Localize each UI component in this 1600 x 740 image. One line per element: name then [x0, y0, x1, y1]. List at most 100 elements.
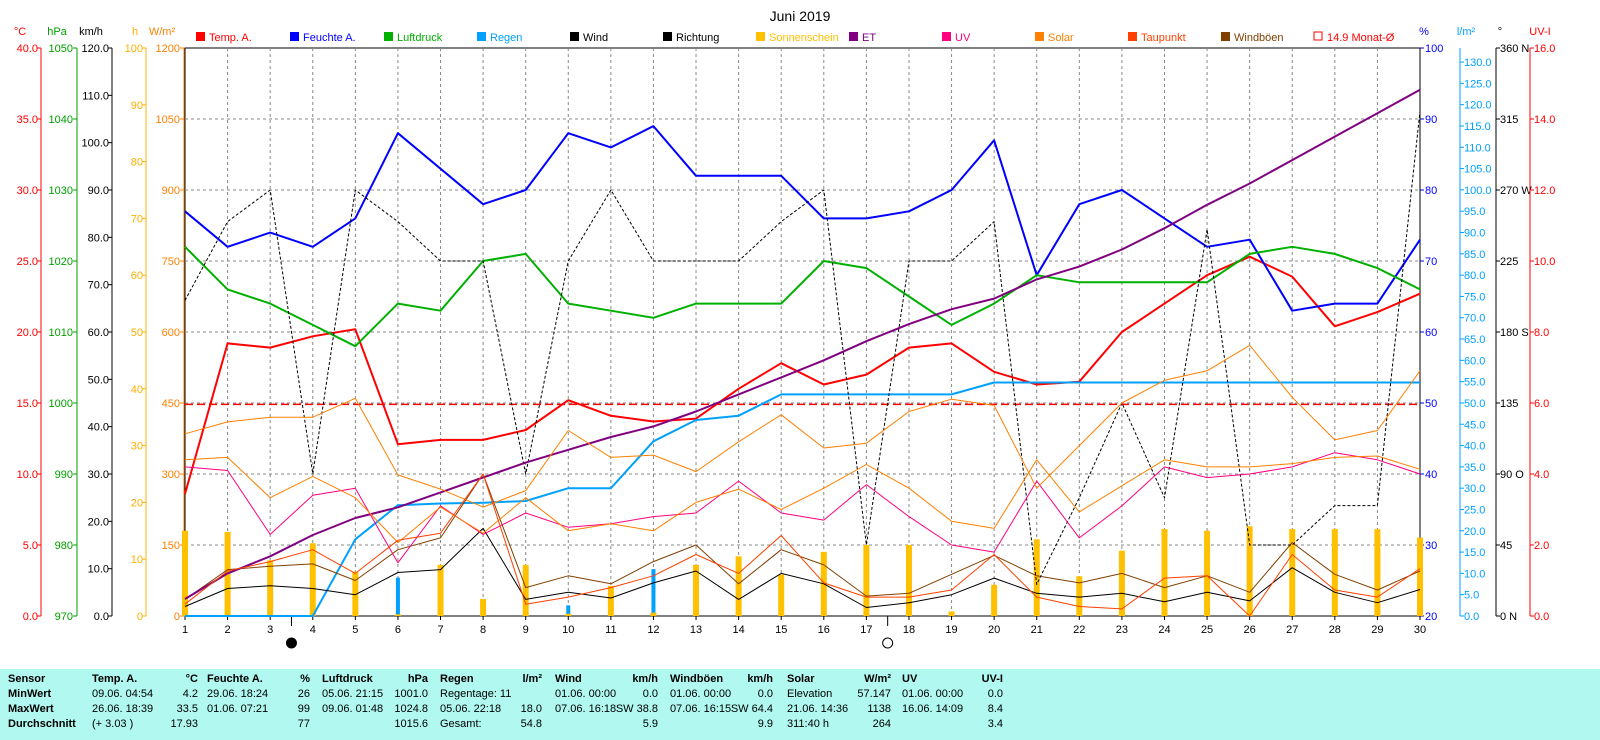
x-tick-label: 17 — [860, 624, 872, 636]
rain-axis-tick-label: 75.0 — [1464, 291, 1485, 303]
stat-value: 77 — [297, 718, 310, 730]
rain-axis-tick-label: 55.0 — [1464, 377, 1485, 389]
rain-day-bar — [566, 605, 571, 616]
uv-axis-unit: UV-I — [1529, 26, 1550, 38]
temp-axis-tick-label: 5.0 — [23, 540, 38, 552]
sunshine-bar — [1161, 529, 1168, 616]
stat-group: Temp. A. °C 09.06. 04:54 4.2 26.06. 18:39 33.… — [92, 673, 198, 737]
sun-axis-tick-label: 90 — [131, 100, 143, 112]
moon-full-icon — [882, 637, 894, 649]
stat-value: 1138 — [867, 703, 891, 715]
stat-detail: 09.06. 01:48 — [322, 703, 384, 715]
sunshine-bar — [905, 545, 912, 616]
stat-detail: Gesamt: — [440, 718, 482, 730]
legend-swatch — [290, 32, 299, 41]
legend-label: Sonnenschein — [769, 32, 839, 44]
stat-value: 0.0 — [642, 688, 658, 700]
stat-group-unit: W/m² — [864, 673, 891, 685]
wind-axis-tick-label: 100.0 — [81, 138, 109, 150]
stat-detail: 01.06. 00:00 — [670, 688, 732, 700]
wind-axis-tick-label: 0.0 — [94, 611, 109, 623]
rain-axis-tick-label: 90.0 — [1464, 228, 1485, 240]
stat-value: 8.4 — [987, 703, 1003, 715]
solar-axis-tick-label: 1200 — [156, 43, 180, 55]
stat-value: 17.93 — [170, 718, 198, 730]
x-tick-label: 1 — [182, 624, 188, 636]
wind-axis-tick-label: 80.0 — [88, 232, 109, 244]
humidity-axis-tick-label: 30 — [1425, 540, 1437, 552]
uv-axis-tick-label: 12.0 — [1534, 185, 1555, 197]
stat-group: Feuchte A.% 29.06. 18:24 26 01.06. 07:21 99 7… — [207, 673, 310, 737]
uv-axis-tick-label: 6.0 — [1534, 398, 1549, 410]
x-tick-label: 18 — [903, 624, 915, 636]
rain-axis-tick-label: 130.0 — [1464, 57, 1492, 69]
stat-group-unit: °C — [185, 673, 198, 685]
stat-group-name: Temp. A. — [92, 673, 138, 685]
uv-axis-tick-label: 4.0 — [1534, 469, 1549, 481]
sun-axis-tick-label: 30 — [131, 441, 143, 453]
series-line-temp-a- — [184, 255, 1421, 495]
sunshine-bar — [182, 530, 188, 616]
legend-label: Luftdruck — [397, 32, 443, 44]
sunshine-bar — [1331, 529, 1338, 616]
wind-axis-tick-label: 50.0 — [88, 374, 109, 386]
rain-day-bar — [395, 577, 400, 616]
humidity-axis-tick-label: 50 — [1425, 398, 1437, 410]
sunshine-bar — [735, 556, 742, 616]
solar-axis-tick-label: 750 — [162, 256, 180, 268]
stat-group-name: Wind — [555, 673, 582, 685]
uv-axis-tick-label: 14.0 — [1534, 114, 1555, 126]
stat-value: 5.9 — [642, 718, 658, 730]
rain-axis-tick-label: 120.0 — [1464, 100, 1492, 112]
stat-group-name: Feuchte A. — [207, 673, 263, 685]
pressure-axis-tick-label: 1000 — [49, 398, 73, 410]
stat-detail: 29.06. 18:24 — [207, 688, 269, 700]
pressure-axis-tick-label: 1030 — [49, 185, 73, 197]
sun-axis-tick-label: 50 — [131, 327, 143, 339]
temp-axis-tick-label: 20.0 — [17, 327, 38, 339]
sunshine-bar — [1246, 526, 1253, 616]
humidity-axis-tick-label: 90 — [1425, 114, 1437, 126]
series-line-richtung — [184, 111, 1421, 585]
temp-axis-tick-label: 10.0 — [17, 469, 38, 481]
stat-detail: 01.06. 07:21 — [207, 703, 269, 715]
legend-label: ET — [862, 32, 876, 44]
rain-axis-tick-label: 0.0 — [1464, 611, 1479, 623]
sunshine-bar — [1417, 537, 1423, 616]
x-tick-label: 19 — [945, 624, 957, 636]
legend-swatch — [663, 32, 672, 41]
stat-detail: 26.06. 18:39 — [92, 703, 154, 715]
stat-detail: (+ 3.03 ) — [92, 718, 134, 730]
chart-title: Juni 2019 — [770, 8, 831, 24]
sunshine-bar — [394, 614, 401, 616]
pressure-axis-tick-label: 1020 — [49, 256, 73, 268]
rain-axis-tick-label: 100.0 — [1464, 185, 1492, 197]
x-tick-label: 28 — [1329, 624, 1341, 636]
x-tick-label: 8 — [480, 624, 486, 636]
x-tick-label: 2 — [225, 624, 231, 636]
stat-detail: 16.06. 14:09 — [902, 703, 964, 715]
legend-swatch — [849, 32, 858, 41]
wind-axis-tick-label: 30.0 — [88, 469, 109, 481]
sun-axis-unit: h — [132, 26, 138, 38]
x-tick-label: 3 — [267, 624, 273, 636]
series-line-solar — [184, 344, 1421, 508]
x-tick-label: 21 — [1031, 624, 1043, 636]
wind-axis-tick-label: 70.0 — [88, 280, 109, 292]
stat-value: SW 64.4 — [730, 703, 773, 715]
x-tick-label: 5 — [352, 624, 358, 636]
stat-value: 18.0 — [520, 703, 542, 715]
solar-axis-tick-label: 900 — [162, 185, 180, 197]
rain-axis-tick-label: 25.0 — [1464, 504, 1485, 516]
direction-axis-tick-label: 360 N — [1500, 43, 1529, 55]
wind-axis-tick-label: 10.0 — [88, 564, 109, 576]
rain-axis-tick-label: 30.0 — [1464, 483, 1485, 495]
series-line-feuchte-a- — [184, 125, 1421, 312]
direction-axis-tick-label: 315 — [1500, 114, 1518, 126]
humidity-axis-tick-label: 100 — [1425, 43, 1443, 55]
temp-axis-tick-label: 15.0 — [17, 398, 38, 410]
wind-axis-tick-label: 110.0 — [82, 90, 109, 102]
rain-axis-tick-label: 50.0 — [1464, 398, 1485, 410]
row-label-sensor: Sensor — [8, 673, 46, 685]
humidity-axis-tick-label: 60 — [1425, 327, 1437, 339]
